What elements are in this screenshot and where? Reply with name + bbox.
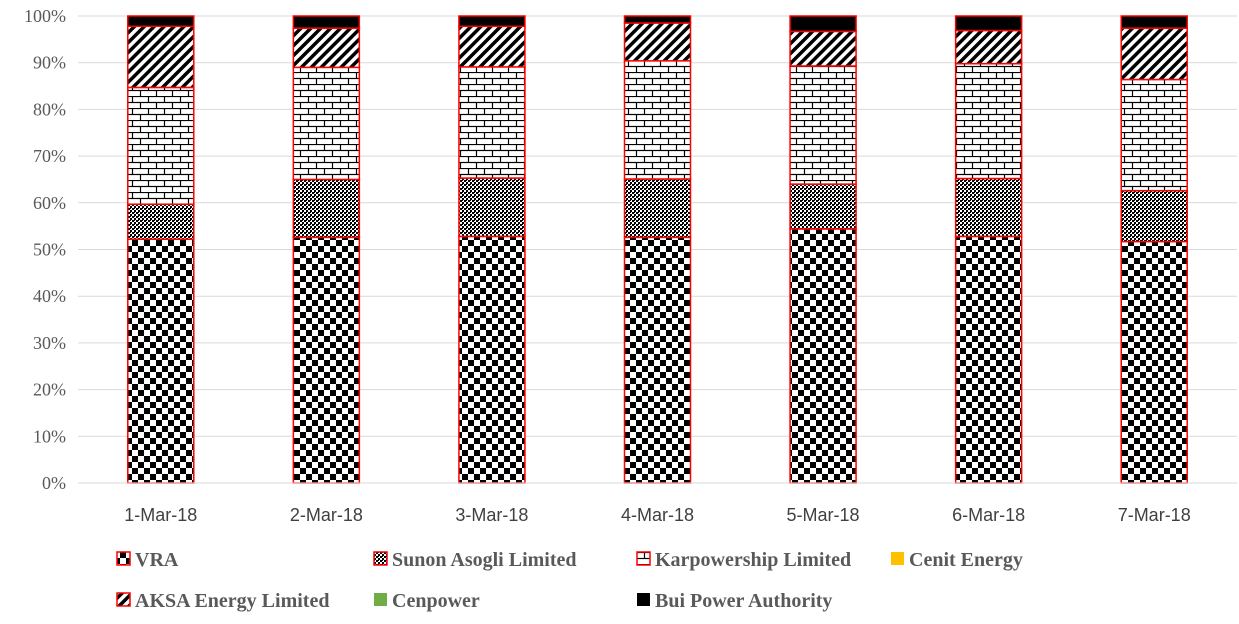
legend-swatch	[636, 551, 651, 566]
y-tick-label: 50%	[33, 240, 66, 260]
bar-segment-aksa-energy-limited	[623, 22, 692, 62]
bar-segment-sunon-asogli-limited	[1120, 189, 1188, 243]
bar-segment-sunon-asogli-limited	[292, 178, 361, 239]
legend-label: AKSA Energy Limited	[135, 590, 329, 612]
x-tick-label: 7-Mar-18	[1118, 505, 1191, 525]
bar-segment-aksa-energy-limited	[292, 27, 361, 69]
bar-segment-bui-power-authority	[789, 15, 857, 33]
bar-segment-vra	[1120, 240, 1188, 484]
bar-segment-bui-power-authority	[623, 15, 692, 24]
bar-segment-bui-power-authority	[954, 15, 1023, 32]
x-tick-label: 3-Mar-18	[455, 505, 528, 525]
legend-label: Bui Power Authority	[655, 590, 832, 612]
bar-segment-karpowership-limited	[292, 66, 361, 181]
y-tick-label: 60%	[33, 193, 66, 213]
legend-label: Cenit Energy	[909, 549, 1023, 571]
y-tick-label: 10%	[33, 426, 66, 446]
bar-segment-karpowership-limited	[1120, 78, 1188, 192]
legend-swatch	[116, 551, 131, 566]
bar-segment-vra	[954, 235, 1023, 484]
bar-segment-aksa-energy-limited	[789, 30, 857, 67]
bar-stack-7-mar-18	[1120, 15, 1188, 484]
x-tick-label: 5-Mar-18	[787, 505, 860, 525]
x-tick-label: 1-Mar-18	[124, 505, 197, 525]
y-tick-label: 0%	[42, 473, 66, 493]
legend-swatch	[374, 593, 387, 606]
bar-segment-bui-power-authority	[458, 15, 526, 28]
bar-segment-vra	[127, 238, 195, 484]
bar-segment-vra	[292, 236, 361, 484]
legend-entry-sunon-asogli-limited: Sunon Asogli Limited	[373, 549, 577, 571]
legend-entry-vra: VRA	[116, 549, 179, 571]
bar-segment-sunon-asogli-limited	[127, 203, 195, 240]
legend-swatch	[891, 552, 904, 565]
legend-entry-cenpower: Cenpower	[374, 590, 480, 612]
x-axis-tick-labels: 1-Mar-18 2-Mar-18 3-Mar-18 4-Mar-18 5-Mar-18…	[124, 505, 1190, 525]
bar-segment-aksa-energy-limited	[954, 29, 1023, 65]
legend-label: Cenpower	[392, 590, 480, 612]
y-tick-label: 70%	[33, 146, 66, 166]
y-tick-label: 90%	[33, 53, 66, 73]
bar-segment-sunon-asogli-limited	[954, 177, 1023, 238]
bar-stack-4-mar-18	[623, 15, 692, 484]
bar-stacks	[127, 15, 1188, 484]
legend-entry-aksa-energy-limited: AKSA Energy Limited	[116, 590, 329, 612]
bar-segment-sunon-asogli-limited	[789, 183, 857, 230]
bar-segment-aksa-energy-limited	[1120, 27, 1188, 81]
legend-swatch	[373, 551, 388, 566]
legend-label: Karpowership Limited	[655, 549, 851, 571]
bar-segment-karpowership-limited	[127, 86, 195, 205]
bar-segment-vra	[789, 228, 857, 484]
legend: VRA Sunon Asogli Limited Karpowership Limi…	[116, 549, 1023, 612]
x-tick-label: 4-Mar-18	[621, 505, 694, 525]
bar-stack-5-mar-18	[789, 15, 857, 484]
legend-swatch	[116, 592, 131, 607]
bar-segment-karpowership-limited	[954, 62, 1023, 180]
bar-stack-3-mar-18	[458, 15, 526, 484]
bar-segment-karpowership-limited	[458, 66, 526, 179]
bar-segment-bui-power-authority	[127, 15, 195, 28]
legend-entry-karpowership-limited: Karpowership Limited	[636, 549, 851, 571]
bar-stack-2-mar-18	[292, 15, 361, 484]
bar-segment-vra	[623, 236, 692, 484]
legend-label: VRA	[135, 549, 179, 571]
legend-swatch	[637, 593, 650, 606]
bar-segment-vra	[458, 235, 526, 484]
y-tick-label: 30%	[33, 333, 66, 353]
bar-segment-sunon-asogli-limited	[458, 177, 526, 238]
y-tick-label: 20%	[33, 380, 66, 400]
legend-label: Sunon Asogli Limited	[392, 549, 577, 571]
y-tick-label: 80%	[33, 99, 66, 119]
y-tick-label: 40%	[33, 286, 66, 306]
legend-entry-cenit-energy: Cenit Energy	[891, 549, 1023, 571]
y-tick-label: 100%	[24, 6, 66, 26]
bar-segment-sunon-asogli-limited	[623, 178, 692, 239]
bar-segment-karpowership-limited	[623, 60, 692, 180]
bar-segment-bui-power-authority	[1120, 15, 1188, 29]
bar-stack-1-mar-18	[127, 15, 195, 484]
bar-segment-bui-power-authority	[292, 15, 361, 29]
x-tick-label: 2-Mar-18	[290, 505, 363, 525]
bar-segment-aksa-energy-limited	[458, 25, 526, 68]
bar-stack-6-mar-18	[954, 15, 1023, 484]
bar-segment-karpowership-limited	[789, 65, 857, 185]
x-tick-label: 6-Mar-18	[952, 505, 1025, 525]
legend-entry-bui-power-authority: Bui Power Authority	[637, 590, 832, 612]
bar-segment-aksa-energy-limited	[127, 25, 195, 89]
y-axis-tick-labels: 0% 10% 20% 30% 40% 50% 60% 70% 80% 90% 100%	[24, 6, 66, 493]
